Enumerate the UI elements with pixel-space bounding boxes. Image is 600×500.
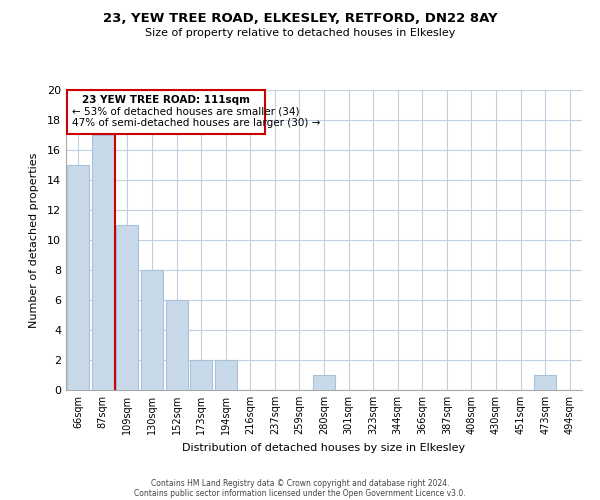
Text: 23 YEW TREE ROAD: 111sqm: 23 YEW TREE ROAD: 111sqm [82, 95, 250, 106]
Bar [534, 375, 556, 390]
X-axis label: Distribution of detached houses by size in Elkesley: Distribution of detached houses by size … [182, 442, 466, 452]
Bar [215, 360, 237, 390]
Bar [190, 360, 212, 390]
Text: Size of property relative to detached houses in Elkesley: Size of property relative to detached ho… [145, 28, 455, 38]
Bar [116, 225, 139, 390]
Bar [141, 270, 163, 390]
Bar [67, 165, 89, 390]
Bar [313, 375, 335, 390]
Text: Contains public sector information licensed under the Open Government Licence v3: Contains public sector information licen… [134, 488, 466, 498]
FancyBboxPatch shape [67, 90, 265, 134]
Bar [166, 300, 188, 390]
Bar [92, 135, 114, 390]
Text: 47% of semi-detached houses are larger (30) →: 47% of semi-detached houses are larger (… [72, 118, 320, 128]
Text: ← 53% of detached houses are smaller (34): ← 53% of detached houses are smaller (34… [72, 106, 299, 117]
Text: Contains HM Land Registry data © Crown copyright and database right 2024.: Contains HM Land Registry data © Crown c… [151, 478, 449, 488]
Y-axis label: Number of detached properties: Number of detached properties [29, 152, 38, 328]
Text: 23, YEW TREE ROAD, ELKESLEY, RETFORD, DN22 8AY: 23, YEW TREE ROAD, ELKESLEY, RETFORD, DN… [103, 12, 497, 26]
